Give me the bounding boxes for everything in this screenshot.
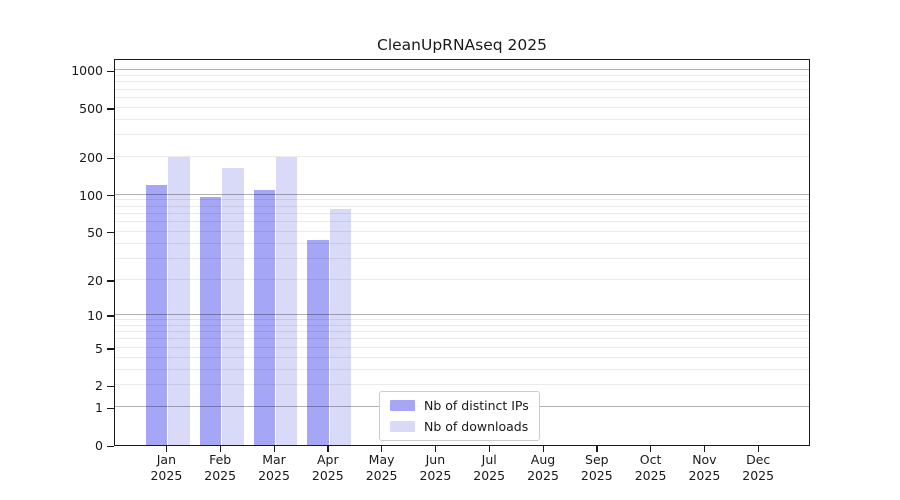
gridline-major xyxy=(115,193,809,195)
y-tick-label: 5 xyxy=(95,340,103,356)
x-tick-label-may: May 2025 xyxy=(352,452,412,484)
x-tick-mark xyxy=(165,446,168,452)
bar-downloads-jan xyxy=(168,157,190,445)
gridline-minor xyxy=(115,106,809,108)
x-tick-label-oct: Oct 2025 xyxy=(621,452,681,484)
x-tick-mark xyxy=(488,446,490,452)
month-label: Dec xyxy=(746,452,771,467)
month-label: Aug xyxy=(530,452,556,467)
y-tick-mark xyxy=(107,348,114,350)
month-label: Sep xyxy=(585,452,609,467)
legend-swatch-distinct-ips xyxy=(390,400,415,411)
x-tick-mark xyxy=(219,446,221,452)
month-label: Apr xyxy=(316,452,339,467)
y-tick-label: 1000 xyxy=(71,63,103,79)
x-tick-label-feb: Feb 2025 xyxy=(190,452,250,484)
year-label: 2025 xyxy=(365,468,398,483)
x-tick-label-apr: Apr 2025 xyxy=(298,452,358,484)
x-tick-label-jun: Jun 2025 xyxy=(405,452,465,484)
y-tick-mark xyxy=(107,280,114,282)
legend: Nb of distinct IPs Nb of downloads xyxy=(379,391,540,441)
year-label: 2025 xyxy=(742,468,775,483)
month-label: Jun xyxy=(425,452,446,467)
year-label: 2025 xyxy=(258,468,290,483)
month-label: Oct xyxy=(639,452,662,467)
x-tick-mark xyxy=(434,446,437,452)
y-tick-label: 0 xyxy=(95,438,103,453)
legend-label: Nb of distinct IPs xyxy=(424,398,529,413)
month-label: Nov xyxy=(692,452,717,467)
bar-downloads-mar xyxy=(276,157,298,445)
x-tick-mark xyxy=(542,446,544,452)
x-tick-mark xyxy=(703,446,706,452)
x-tick-mark xyxy=(327,446,329,452)
legend-swatch-downloads xyxy=(390,421,415,432)
x-tick-label-sep: Sep 2025 xyxy=(567,452,627,484)
y-tick-mark xyxy=(107,445,114,447)
bar-downloads-feb xyxy=(222,167,244,445)
gridline-minor xyxy=(115,118,809,120)
x-tick-mark xyxy=(381,446,383,452)
year-label: 2025 xyxy=(527,468,559,483)
gridline-minor xyxy=(115,134,809,136)
y-tick-label: 2 xyxy=(95,378,103,394)
month-label: Mar xyxy=(262,452,286,467)
year-label: 2025 xyxy=(204,468,237,483)
y-tick-label: 500 xyxy=(79,100,103,116)
x-tick-label-jul: Jul 2025 xyxy=(459,452,519,484)
x-tick-mark xyxy=(650,446,652,452)
y-tick-label: 50 xyxy=(87,224,103,240)
x-tick-label-mar: Mar 2025 xyxy=(244,452,304,484)
bar-distinct-ips-jan xyxy=(146,184,168,445)
year-label: 2025 xyxy=(419,468,452,483)
gridline-major xyxy=(115,69,809,71)
year-label: 2025 xyxy=(580,468,613,483)
month-label: Jan xyxy=(156,452,177,467)
y-tick-mark xyxy=(107,232,114,234)
y-tick-mark xyxy=(107,70,114,72)
x-tick-mark xyxy=(757,446,759,452)
y-tick-label: 1 xyxy=(95,400,103,416)
bar-downloads-apr xyxy=(329,209,352,445)
year-label: 2025 xyxy=(688,468,721,483)
x-tick-label-aug: Aug 2025 xyxy=(513,452,573,484)
y-tick-label: 20 xyxy=(87,272,103,288)
month-label: Feb xyxy=(209,452,232,467)
y-tick-label: 10 xyxy=(87,307,103,323)
y-tick-mark xyxy=(107,108,114,110)
legend-label: Nb of downloads xyxy=(424,419,529,434)
legend-item-distinct-ips: Nb of distinct IPs xyxy=(390,398,529,413)
y-tick-label: 200 xyxy=(79,150,103,166)
legend-item-downloads: Nb of downloads xyxy=(390,419,529,434)
gridline-minor xyxy=(115,74,809,76)
y-tick-mark xyxy=(107,195,114,197)
y-tick-mark xyxy=(107,315,114,317)
plot-area: Nb of distinct IPs Nb of downloads xyxy=(114,59,810,446)
gridline-minor xyxy=(115,88,809,90)
year-label: 2025 xyxy=(634,468,667,483)
x-tick-label-jan: Jan 2025 xyxy=(136,452,196,484)
y-tick-mark xyxy=(107,157,114,160)
x-tick-mark xyxy=(273,446,275,452)
y-tick-label: 100 xyxy=(79,187,103,203)
y-tick-mark xyxy=(107,385,114,388)
bar-distinct-ips-mar xyxy=(253,189,275,445)
year-label: 2025 xyxy=(473,468,506,483)
bar-distinct-ips-feb xyxy=(199,197,222,445)
x-tick-label-nov: Nov 2025 xyxy=(674,452,734,484)
year-label: 2025 xyxy=(150,468,183,483)
gridline-minor xyxy=(115,156,809,158)
x-tick-label-dec: Dec 2025 xyxy=(728,452,788,484)
bar-distinct-ips-apr xyxy=(307,239,329,445)
month-label: May xyxy=(368,452,395,467)
y-tick-mark xyxy=(107,407,114,410)
gridline-minor xyxy=(115,96,809,98)
chart-title: CleanUpRNAseq 2025 xyxy=(377,36,547,54)
month-label: Jul xyxy=(481,452,497,467)
year-label: 2025 xyxy=(311,468,344,483)
gridline-minor xyxy=(115,81,809,83)
x-tick-mark xyxy=(596,446,598,452)
